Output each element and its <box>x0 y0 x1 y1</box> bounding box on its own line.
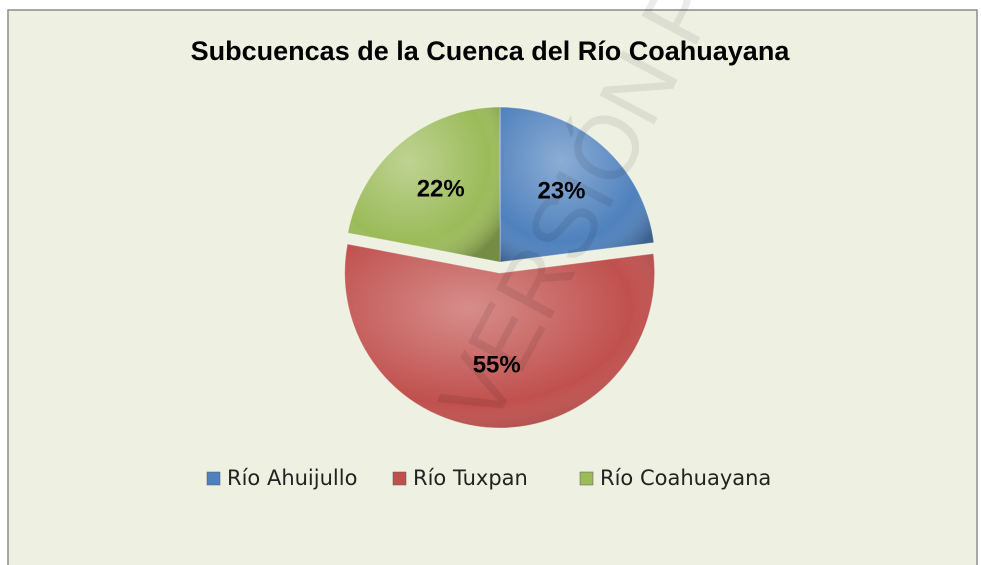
data-label: 22% <box>417 176 465 203</box>
legend-label: Río Coahuayana <box>600 466 771 490</box>
legend: Río Ahuijullo Río Tuxpan Río Coahuayana <box>206 466 771 490</box>
legend-label: Río Tuxpan <box>413 466 528 490</box>
data-label: 55% <box>473 351 521 378</box>
data-label: 23% <box>537 178 585 205</box>
legend-swatch <box>579 471 594 486</box>
chart-title: Subcuencas de la Cuenca del Río Coahuaya… <box>191 36 791 66</box>
legend-label: Río Ahuijullo <box>227 466 357 490</box>
legend-swatch <box>392 471 407 486</box>
legend-swatch <box>206 471 221 486</box>
